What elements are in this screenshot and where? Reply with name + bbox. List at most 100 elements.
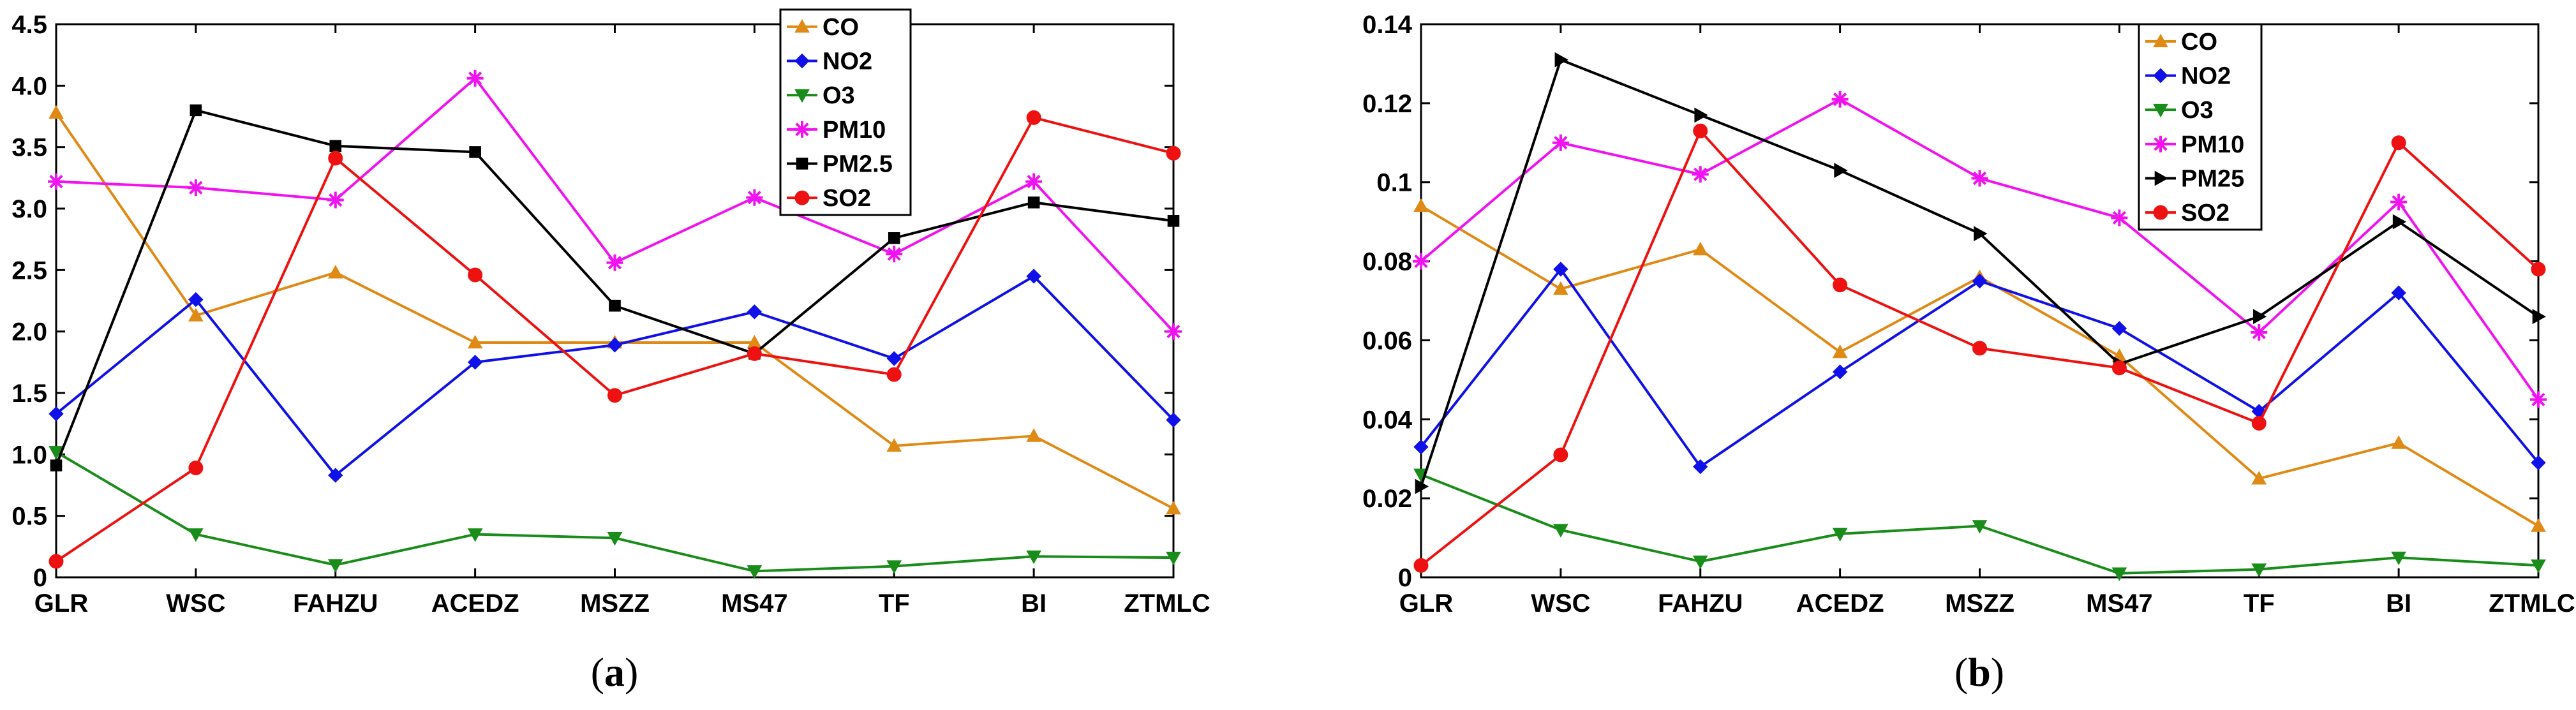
series-no2 bbox=[1413, 262, 2546, 475]
data-point bbox=[1166, 551, 1181, 566]
caption-open-paren: ( bbox=[591, 649, 604, 695]
legend-entry: PM10 bbox=[787, 117, 886, 144]
data-point bbox=[188, 307, 204, 322]
data-point bbox=[328, 468, 343, 483]
series-so2 bbox=[1413, 123, 2546, 573]
data-point bbox=[2531, 262, 2546, 277]
data-point bbox=[1692, 555, 1708, 570]
data-point bbox=[327, 265, 343, 279]
panel-caption: (b) bbox=[1954, 649, 2004, 695]
data-point bbox=[1552, 134, 1569, 151]
data-point bbox=[1167, 214, 1180, 227]
legend: CO NO2 O3 PM10 PM25 SO2 bbox=[2138, 23, 2263, 231]
x-tick-label: FAHZU bbox=[293, 589, 378, 618]
legend-marker bbox=[2153, 68, 2168, 84]
x-tick-label: GLR bbox=[1399, 589, 1454, 618]
data-point bbox=[607, 337, 623, 353]
legend-marker bbox=[794, 18, 810, 33]
data-point bbox=[190, 104, 202, 117]
y-tick-label: 1.5 bbox=[11, 380, 47, 408]
data-point bbox=[2252, 309, 2267, 325]
legend-entry: O3 bbox=[2145, 97, 2214, 124]
y-tick-label: 2.0 bbox=[11, 318, 47, 346]
data-point bbox=[188, 528, 204, 542]
data-point bbox=[1972, 520, 1988, 534]
data-point bbox=[2531, 559, 2546, 573]
data-point bbox=[606, 254, 623, 271]
series-o3 bbox=[1413, 468, 2546, 581]
series-pm10 bbox=[1413, 91, 2547, 408]
legend-label: SO2 bbox=[2181, 200, 2230, 226]
data-point bbox=[886, 246, 903, 263]
y-tick-label: 0 bbox=[1398, 564, 1412, 592]
data-point bbox=[1413, 253, 1429, 270]
y-tick-label: 0.1 bbox=[1376, 169, 1412, 197]
data-point bbox=[2391, 135, 2406, 151]
x-tick-label: TF bbox=[2244, 589, 2275, 618]
caption-letter: b bbox=[1968, 649, 1991, 695]
legend-label: PM2.5 bbox=[823, 151, 893, 178]
data-point bbox=[886, 367, 902, 382]
legend-entry: PM25 bbox=[2145, 166, 2244, 193]
data-point bbox=[1165, 323, 1182, 340]
legend-entry: SO2 bbox=[787, 185, 871, 212]
legend-entry: PM10 bbox=[2145, 131, 2244, 158]
data-point bbox=[1026, 269, 1041, 284]
data-point bbox=[2391, 435, 2406, 449]
caption-close-paren: ) bbox=[625, 649, 638, 695]
data-point bbox=[1692, 241, 1708, 256]
series-o3 bbox=[48, 446, 1181, 579]
data-point bbox=[1413, 558, 1429, 573]
caption-open-paren: ( bbox=[1954, 649, 1968, 695]
legend-label: PM10 bbox=[823, 117, 886, 144]
data-point bbox=[1971, 170, 1988, 187]
series-pm25 bbox=[1415, 52, 2547, 494]
y-tick-label: 1.0 bbox=[11, 441, 47, 469]
legend-label: PM25 bbox=[2181, 166, 2244, 193]
legend-marker bbox=[2153, 103, 2168, 118]
series-pm25 bbox=[50, 104, 1180, 471]
data-point bbox=[48, 105, 64, 119]
data-point bbox=[1693, 459, 1708, 475]
data-point bbox=[2391, 285, 2406, 300]
legend: CO NO2 O3 PM10 PM2.5 SO2 bbox=[779, 8, 912, 216]
x-tick-label: BI bbox=[2386, 589, 2411, 618]
legend-marker bbox=[2153, 33, 2168, 48]
data-point bbox=[746, 189, 763, 206]
x-tick-label: ZTMLC bbox=[1124, 589, 1210, 618]
data-point bbox=[1415, 478, 1429, 494]
legend-marker bbox=[794, 121, 810, 138]
x-tick-label: MS47 bbox=[2086, 589, 2153, 618]
legend-entry: CO bbox=[787, 14, 859, 41]
legend-label: O3 bbox=[823, 82, 855, 109]
y-tick-label: 4.0 bbox=[11, 72, 47, 100]
x-tick-label: TF bbox=[879, 589, 910, 618]
x-tick-label: ZTMLC bbox=[2489, 589, 2575, 618]
data-point bbox=[1832, 344, 1848, 359]
legend-entry: SO2 bbox=[2145, 200, 2230, 226]
data-point bbox=[188, 461, 204, 476]
data-point bbox=[2251, 324, 2268, 341]
data-point bbox=[467, 334, 483, 349]
data-point bbox=[747, 565, 763, 579]
data-point bbox=[1834, 163, 1848, 178]
data-point bbox=[1026, 110, 1041, 125]
data-point bbox=[1026, 428, 1041, 442]
legend-marker bbox=[2153, 205, 2168, 220]
data-point bbox=[2530, 391, 2547, 408]
data-point bbox=[1026, 550, 1041, 565]
y-tick-label: 2.5 bbox=[11, 256, 47, 285]
data-point bbox=[1974, 226, 1988, 242]
series-line bbox=[1420, 267, 2540, 468]
data-point bbox=[1413, 439, 1429, 455]
data-point bbox=[888, 232, 900, 244]
data-point bbox=[468, 267, 483, 283]
data-point bbox=[1166, 145, 1181, 161]
data-point bbox=[1972, 273, 1988, 289]
legend-label: PM10 bbox=[2181, 131, 2244, 158]
legend-label: CO bbox=[2181, 29, 2217, 55]
legend-box bbox=[2138, 23, 2263, 231]
series-line bbox=[55, 450, 1174, 573]
x-tick-label: GLR bbox=[34, 589, 89, 618]
data-point bbox=[1832, 528, 1848, 542]
